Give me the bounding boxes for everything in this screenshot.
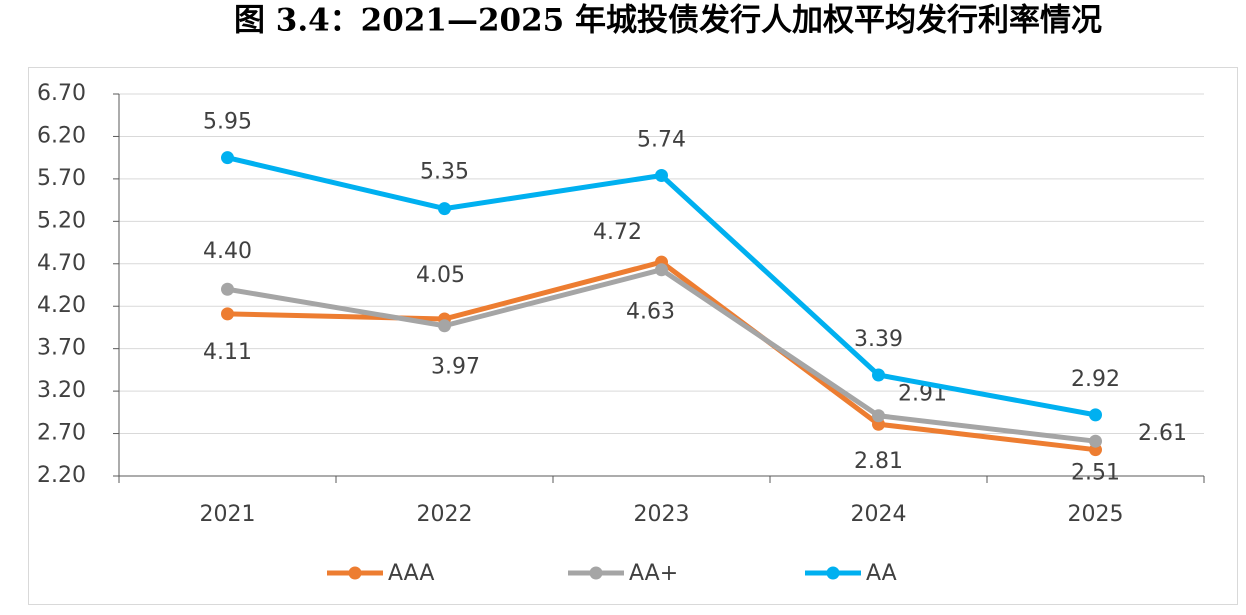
y-tick-label: 6.70 <box>37 81 86 106</box>
legend-label: AA <box>866 561 897 586</box>
data-label: 4.63 <box>626 300 675 325</box>
data-label: 2.61 <box>1138 421 1187 446</box>
y-tick-label: 5.20 <box>37 208 86 233</box>
data-label: 4.72 <box>593 220 642 245</box>
y-tick-label: 3.20 <box>37 378 86 403</box>
y-tick-label: 6.20 <box>37 123 86 148</box>
legend-marker <box>348 566 362 580</box>
data-label: 2.92 <box>1071 367 1120 392</box>
marker <box>221 151 234 165</box>
y-tick-label: 2.20 <box>37 463 86 488</box>
y-tick-label: 2.70 <box>37 421 86 446</box>
data-label: 5.95 <box>203 110 252 135</box>
y-tick-label: 4.20 <box>37 293 86 318</box>
marker <box>438 202 451 216</box>
x-tick-label: 2022 <box>417 502 473 527</box>
marker <box>221 307 234 321</box>
line <box>227 259 1096 453</box>
marker <box>872 368 885 382</box>
y-tick-label: 4.70 <box>37 251 86 276</box>
marker <box>221 282 234 296</box>
marker <box>438 319 451 333</box>
data-label: 3.39 <box>854 327 903 352</box>
x-tick-label: 2024 <box>851 502 907 527</box>
x-tick-label: 2021 <box>200 502 256 527</box>
data-label: 3.97 <box>431 355 480 380</box>
y-tick-label: 5.70 <box>37 166 86 191</box>
data-label: 4.11 <box>203 340 252 365</box>
data-label: 2.51 <box>1071 461 1120 486</box>
marker <box>655 263 668 277</box>
legend-marker <box>826 566 840 580</box>
line <box>227 267 1096 444</box>
x-tick-label: 2023 <box>634 502 690 527</box>
marker <box>1089 408 1102 422</box>
data-label: 5.74 <box>637 127 686 152</box>
marker <box>872 409 885 423</box>
legend-label: AAA <box>388 561 434 586</box>
data-label: 2.81 <box>854 449 903 474</box>
x-tick-label: 2025 <box>1068 502 1124 527</box>
chart-frame <box>28 67 1238 605</box>
legend-marker <box>589 566 603 580</box>
marker <box>655 168 668 182</box>
legend-label: AA+ <box>629 561 678 586</box>
marker <box>1089 434 1102 448</box>
chart-title: 图 3.4：2021—2025 年城投债发行人加权平均发行利率情况 <box>234 3 1102 39</box>
data-label: 4.40 <box>203 239 252 264</box>
y-tick-label: 3.70 <box>37 336 86 361</box>
data-label: 5.35 <box>420 160 469 185</box>
data-label: 4.05 <box>416 263 465 288</box>
line <box>226 155 1096 418</box>
